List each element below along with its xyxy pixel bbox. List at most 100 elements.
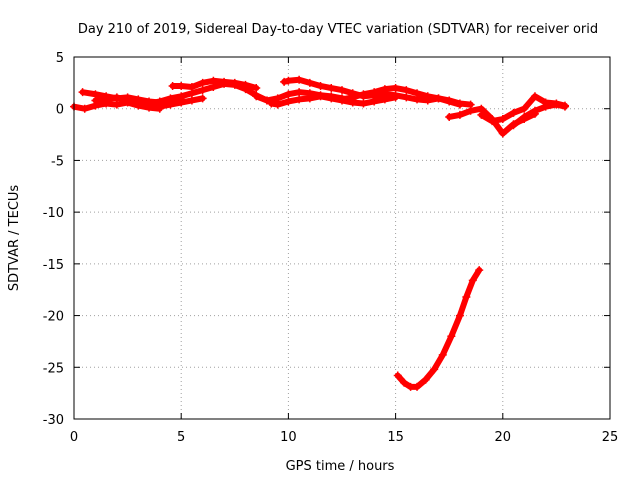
data-point — [316, 81, 325, 90]
data-point — [327, 84, 336, 93]
data-point — [400, 378, 409, 387]
sat-trace-13 — [509, 100, 569, 130]
data-point — [552, 100, 561, 109]
data-point — [80, 104, 89, 113]
x-tick-label: 25 — [602, 430, 619, 445]
data-point — [155, 97, 164, 106]
y-tick-label: 0 — [56, 103, 64, 118]
data-point — [284, 97, 293, 106]
data-point — [475, 266, 484, 275]
data-point — [230, 78, 239, 87]
data-point — [541, 102, 550, 111]
data-point — [530, 92, 539, 101]
data-point — [123, 96, 132, 105]
data-point — [134, 99, 143, 108]
x-tick-label: 5 — [177, 430, 185, 445]
y-tick-label: -20 — [43, 310, 64, 325]
data-point — [466, 106, 475, 115]
data-point — [455, 311, 464, 320]
data-point — [462, 292, 471, 301]
data-point — [413, 382, 422, 391]
data-point — [445, 112, 454, 121]
tick-layer: 0 5 10 15 20 25 5 0 -5 -10 -15 -20 -25 -30 — [43, 51, 619, 445]
data-point — [520, 104, 529, 113]
data-point — [295, 75, 304, 84]
data-point — [284, 76, 293, 85]
sat-trace-14 — [393, 266, 484, 391]
sat-trace-10 — [370, 90, 464, 109]
data-point — [284, 90, 293, 99]
data-point — [468, 276, 477, 285]
data-point — [262, 96, 271, 105]
data-point — [423, 96, 432, 105]
data-point — [305, 78, 314, 87]
data-point — [295, 95, 304, 104]
x-tick-label: 20 — [495, 430, 512, 445]
data-point — [445, 97, 454, 106]
x-tick-label: 15 — [387, 430, 404, 445]
data-point — [530, 106, 539, 115]
data-point — [447, 332, 456, 341]
data-point — [209, 76, 218, 85]
data-point — [402, 93, 411, 102]
data-point — [380, 90, 389, 99]
data-point — [455, 110, 464, 119]
y-tick-label: -25 — [43, 361, 64, 376]
data-point — [498, 129, 507, 138]
data-point — [295, 88, 304, 97]
data-point — [393, 371, 402, 380]
data-point — [78, 88, 87, 97]
data-point — [509, 121, 518, 130]
data-point — [391, 91, 400, 100]
y-tick-label: -15 — [43, 258, 64, 273]
data-point — [273, 100, 282, 109]
data-point — [177, 81, 186, 90]
data-point — [560, 102, 569, 111]
data-point — [327, 94, 336, 103]
sat-trace-5 — [168, 76, 261, 93]
y-tick-label: -5 — [51, 154, 64, 169]
data-point — [430, 365, 439, 374]
series-trace — [394, 267, 483, 390]
data-point — [348, 93, 357, 102]
data-point — [280, 77, 289, 86]
data-point — [187, 82, 196, 91]
data-point — [509, 108, 518, 117]
x-tick-label: 0 — [70, 430, 78, 445]
data-point — [520, 112, 529, 121]
data-point — [359, 99, 368, 108]
data-point — [252, 92, 261, 101]
data-point — [338, 86, 346, 95]
x-axis-label: GPS time / hours — [286, 459, 395, 474]
data-point — [267, 99, 276, 108]
data-point — [102, 95, 111, 104]
data-point — [91, 96, 100, 105]
data-point — [112, 93, 121, 102]
data-point — [220, 77, 229, 86]
data-point — [455, 100, 464, 109]
data-point — [166, 94, 175, 103]
y-tick-label: 5 — [56, 51, 64, 66]
data-point — [338, 95, 346, 104]
data-point — [438, 350, 447, 359]
data-point — [316, 92, 325, 101]
data-point — [198, 86, 207, 95]
data-point — [305, 94, 314, 103]
data-point — [359, 90, 368, 99]
data-point — [421, 375, 430, 384]
data-point — [198, 94, 207, 103]
data-point — [241, 80, 250, 89]
data-point — [402, 86, 411, 95]
data-point — [187, 96, 196, 105]
data-point — [145, 99, 154, 108]
data-point — [413, 95, 422, 104]
data-point — [488, 117, 497, 126]
data-point — [370, 92, 379, 101]
data-point — [168, 81, 177, 90]
y-tick-label: -30 — [43, 413, 64, 428]
data-point — [498, 115, 507, 124]
data-point — [252, 84, 261, 93]
y-axis-label: SDTVAR / TECUs — [7, 185, 22, 292]
data-point — [177, 92, 186, 101]
